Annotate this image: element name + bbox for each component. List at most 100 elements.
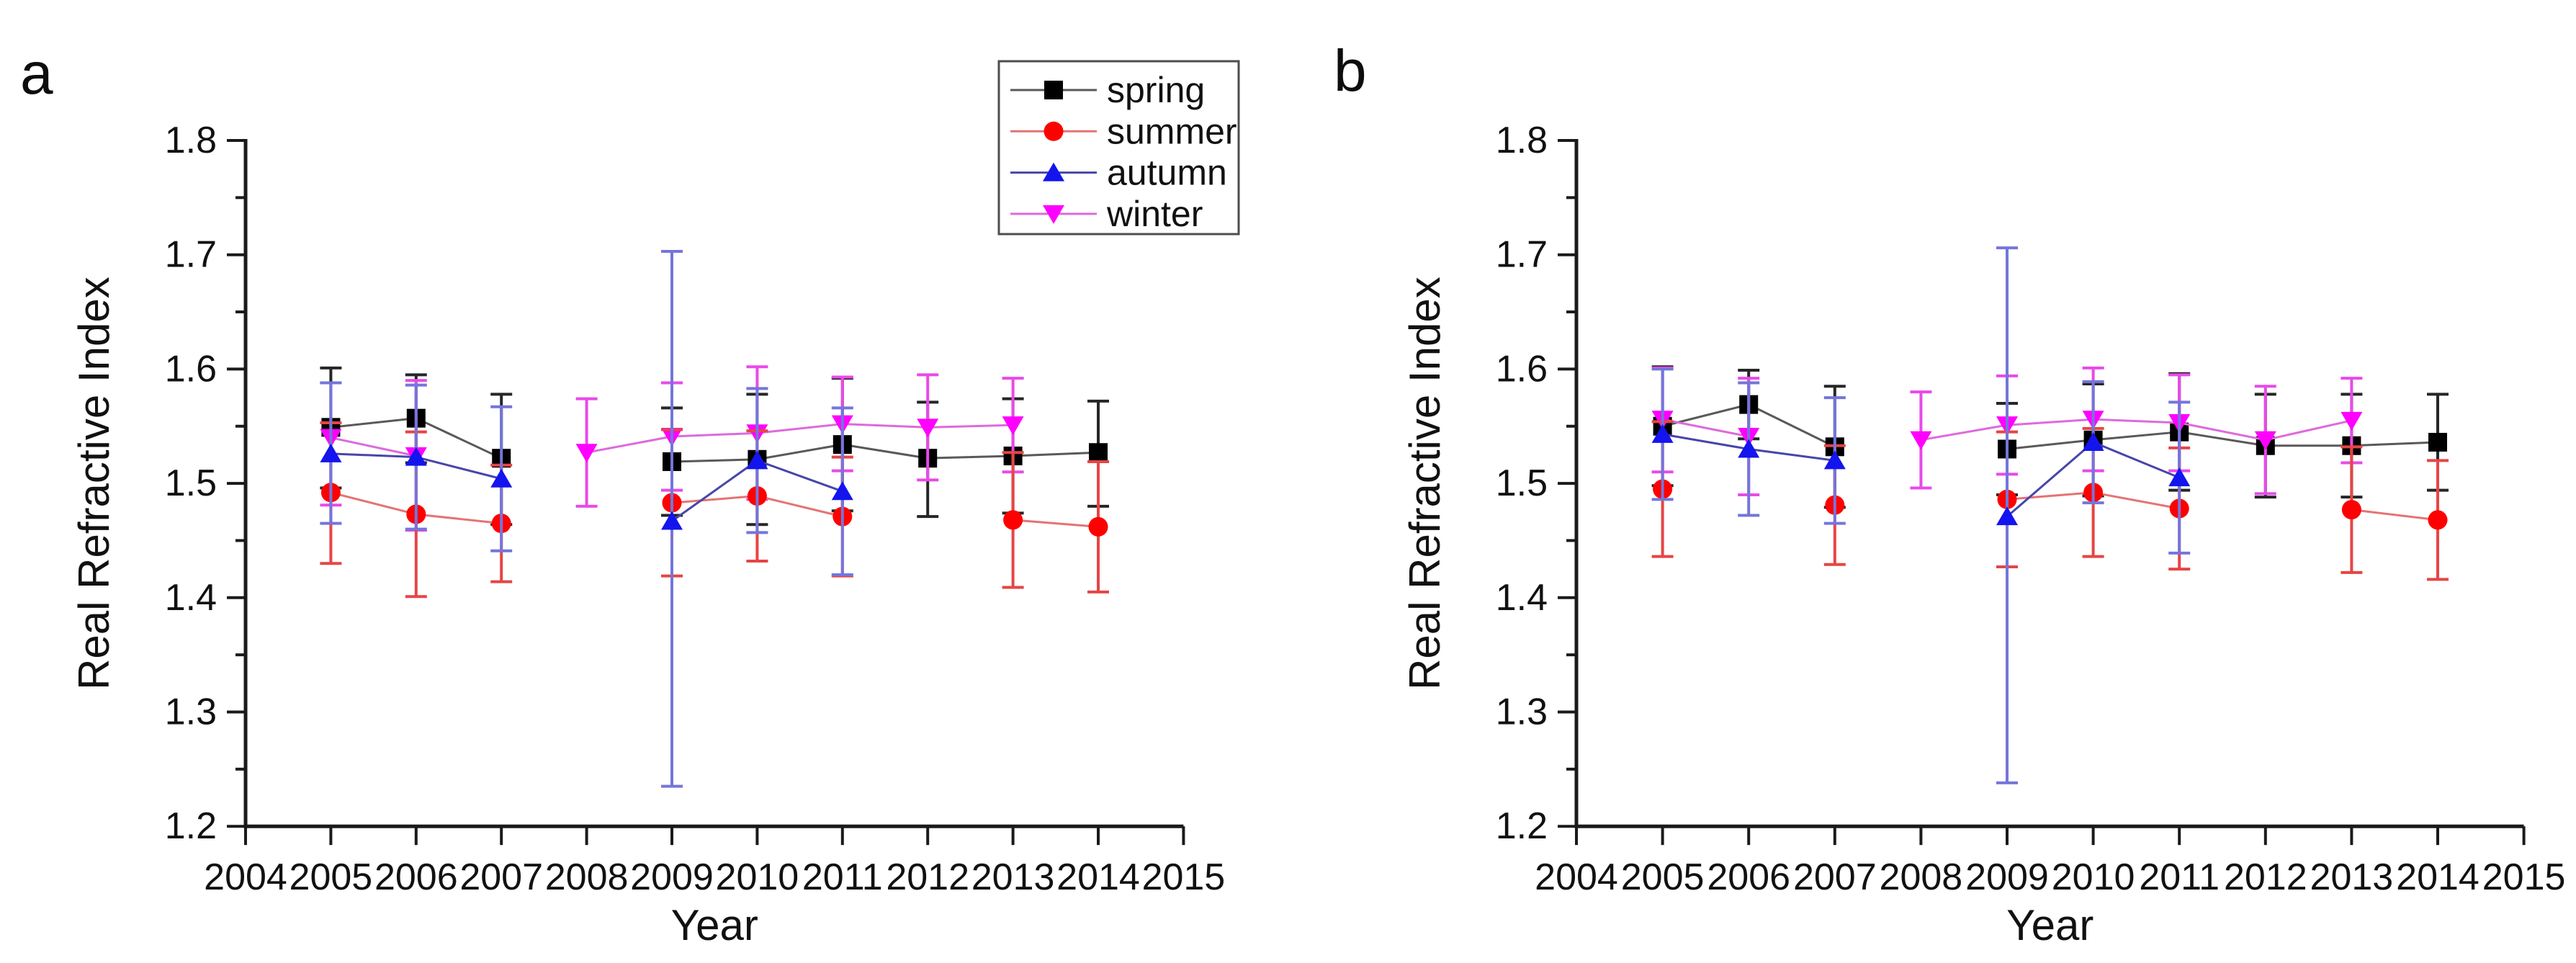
spring-line-segment [842, 443, 928, 460]
spring-line-segment [928, 454, 1013, 460]
x-tick-label: 2014 [2396, 856, 2479, 898]
autumn-marker [1651, 424, 1674, 443]
autumn-marker [490, 468, 513, 488]
spring-line-segment [2178, 431, 2266, 447]
summer-line-segment [1013, 519, 1099, 528]
summer-error-bars [320, 421, 1109, 599]
series-summer [320, 421, 1109, 599]
series-spring [320, 366, 1109, 527]
winter-marker [575, 444, 598, 463]
autumn-line-segment [1749, 448, 1835, 462]
winter-line-segment [842, 423, 928, 429]
winter-marker [2254, 431, 2276, 450]
x-tick-label: 2013 [2310, 856, 2394, 898]
y-tick-label: 1.8 [1496, 120, 1548, 161]
legend-item-spring: spring [1010, 70, 1205, 110]
autumn-line-segment [2093, 441, 2180, 479]
x-tick-label: 2006 [374, 856, 458, 898]
summer-line-segment [2006, 491, 2093, 501]
y-tick-label: 1.2 [1496, 805, 1548, 847]
panel-a-label: a [20, 41, 53, 107]
summer-marker [1088, 516, 1108, 537]
legend-label: winter [1106, 194, 1203, 234]
axes [1574, 139, 2524, 828]
winter-marker [2341, 411, 2363, 431]
spring-marker [2428, 432, 2447, 452]
winter-line-segment [2265, 419, 2352, 442]
x-tick-label: 2009 [1965, 856, 2049, 898]
x-tick-label: 2007 [1793, 856, 1877, 898]
spring-marker [1089, 443, 1108, 462]
x-tick-label: 2010 [716, 856, 799, 898]
x-tick-label: 2006 [1707, 856, 1790, 898]
summer-marker [2428, 510, 2448, 530]
spring-error-bars [320, 366, 1109, 527]
winter-line-segment [757, 423, 843, 434]
x-tick-label: 2015 [1142, 856, 1226, 898]
x-tick-label: 2010 [2052, 856, 2135, 898]
legend-item-autumn: autumn [1010, 153, 1227, 193]
winter-line-segment [928, 424, 1013, 429]
spring-line-segment [2351, 441, 2438, 447]
autumn-marker [1823, 450, 1846, 470]
summer-line-segment [331, 491, 417, 516]
legend-spring-marker [1044, 81, 1063, 99]
x-tick-label: 2011 [2139, 856, 2220, 898]
x-tick-label: 2008 [1880, 856, 1963, 898]
x-axis-title: Year [2006, 901, 2093, 949]
autumn-marker [831, 481, 853, 501]
legend-label: autumn [1107, 153, 1227, 193]
spring-line-segment [757, 443, 843, 461]
summer-line-segment [757, 495, 843, 518]
y-axis-title: Real Refractive Index [70, 277, 118, 690]
ticks [1558, 139, 2526, 846]
legend-label: summer [1107, 111, 1237, 151]
winter-line-segment [2178, 421, 2266, 442]
spring-line-segment [2093, 431, 2180, 442]
y-tick-label: 1.8 [165, 120, 217, 161]
x-tick-label: 2008 [545, 856, 629, 898]
spring-line-segment [331, 417, 416, 429]
ticks [227, 139, 1185, 846]
y-tick-label: 1.6 [165, 348, 217, 390]
autumn-marker [320, 443, 342, 462]
winter-marker [917, 418, 939, 438]
autumn-error-bars [320, 249, 853, 788]
x-tick-label: 2004 [204, 856, 287, 898]
spring-line-segment [1013, 451, 1099, 457]
summer-marker [2341, 500, 2361, 520]
y-tick-label: 1.2 [165, 805, 217, 847]
autumn-line-segment [331, 452, 416, 459]
summer-line-segment [671, 495, 758, 504]
winter-line-segment [331, 436, 417, 457]
x-tick-label: 2015 [2482, 856, 2566, 898]
winter-marker [1002, 416, 1024, 436]
x-axis-title: Year [671, 901, 758, 949]
autumn-marker [405, 447, 427, 466]
autumn-marker [661, 511, 683, 530]
x-tick-label: 2005 [1621, 856, 1705, 898]
y-tick-label: 1.7 [165, 234, 217, 276]
x-tick-label: 2013 [971, 856, 1055, 898]
autumn-line-segment [416, 456, 502, 480]
series-spring [1651, 365, 2449, 509]
winter-line-segment [1921, 424, 2008, 442]
panel-b-label: b [1334, 38, 1367, 104]
x-tick-label: 2009 [630, 856, 714, 898]
autumn-line-segment [2006, 441, 2094, 518]
legend-item-winter: winter [1010, 194, 1203, 234]
x-tick-label: 2012 [886, 856, 969, 898]
summer-line-segment [2351, 509, 2438, 521]
y-tick-label: 1.4 [1496, 577, 1548, 619]
x-tick-label: 2007 [459, 856, 543, 898]
autumn-marker [2082, 431, 2104, 451]
autumn-line-segment [1662, 433, 1749, 450]
y-axis-title: Real Refractive Index [1401, 277, 1449, 690]
autumn-marker [746, 450, 768, 470]
x-tick-label: 2012 [2224, 856, 2307, 898]
